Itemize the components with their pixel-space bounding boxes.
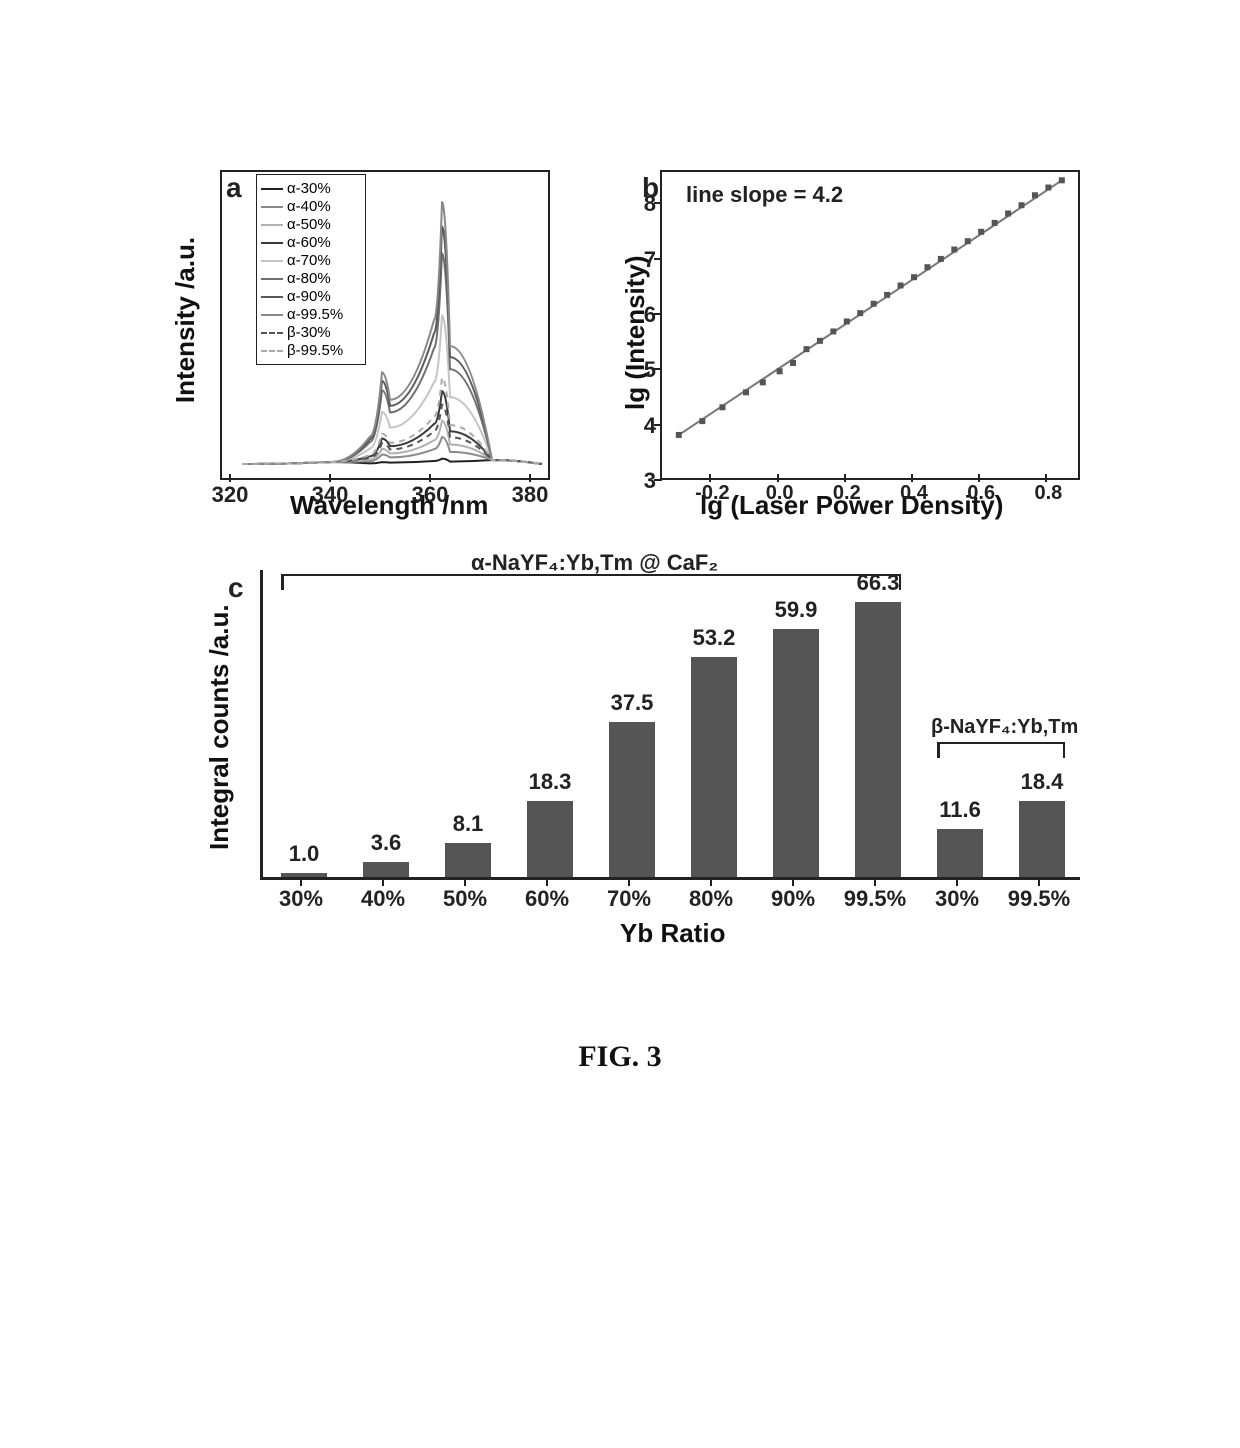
panel-a-ylabel: Intensity /a.u. <box>170 220 201 420</box>
panel-a: a α-30%α-40%α-50%α-60%α-70%α-80%α-90%α-9… <box>140 160 570 550</box>
panel-a-label: a <box>226 172 242 204</box>
panel-c-ylabel: Integral counts /a.u. <box>204 604 235 850</box>
panel-a-legend: α-30%α-40%α-50%α-60%α-70%α-80%α-90%α-99.… <box>256 174 366 365</box>
panel-c-plot: 1.03.68.118.337.553.259.966.311.618.4α-N… <box>260 570 1080 880</box>
panel-b-ylabel: lg (Intensity) <box>620 255 651 410</box>
panel-c-label: c <box>228 572 244 604</box>
panel-b: b line slope = 4.2 lg (Intensity) lg (La… <box>590 160 1100 550</box>
panel-b-annotation: line slope = 4.2 <box>686 182 843 208</box>
panel-c: 1.03.68.118.337.553.259.966.311.618.4α-N… <box>140 560 1100 950</box>
top-row: a α-30%α-40%α-50%α-60%α-70%α-80%α-90%α-9… <box>140 160 1100 550</box>
panel-c-xlabel: Yb Ratio <box>620 918 725 949</box>
figure-caption: FIG. 3 <box>140 1040 1100 1074</box>
panel-b-plot <box>660 170 1080 480</box>
figure-3: a α-30%α-40%α-50%α-60%α-70%α-80%α-90%α-9… <box>140 160 1100 1074</box>
